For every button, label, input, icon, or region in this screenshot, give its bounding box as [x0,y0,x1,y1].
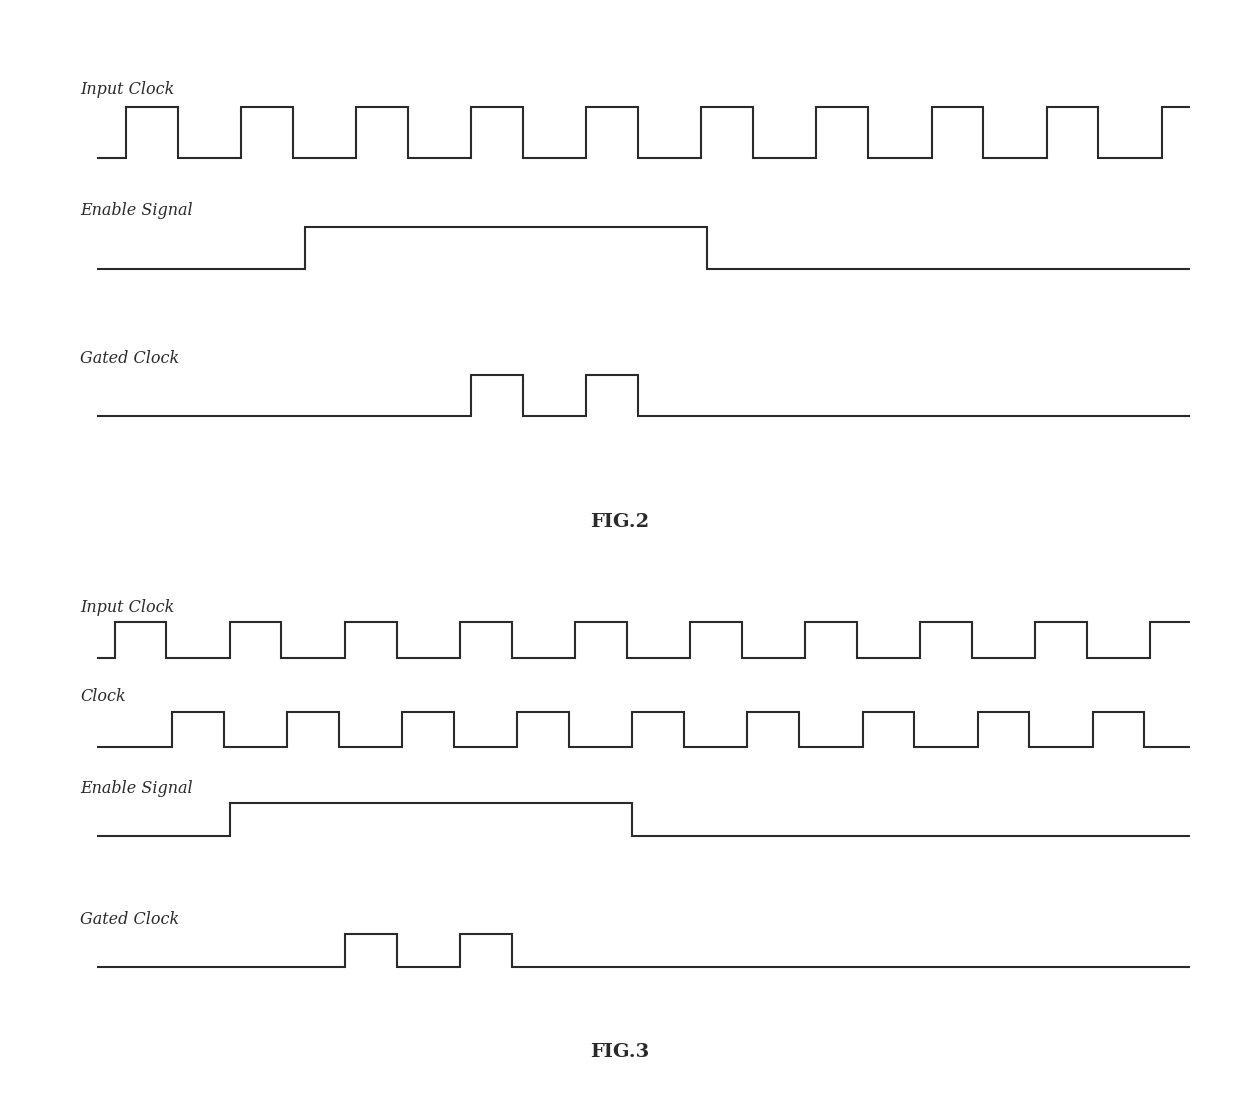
Text: Input Clock: Input Clock [81,82,175,98]
Text: FIG.2: FIG.2 [590,512,650,531]
Text: Enable Signal: Enable Signal [81,779,192,797]
Text: Gated Clock: Gated Clock [81,911,180,927]
Text: Gated Clock: Gated Clock [81,350,180,367]
Text: Clock: Clock [81,688,126,705]
Text: Input Clock: Input Clock [81,599,175,616]
Text: Enable Signal: Enable Signal [81,202,192,220]
Text: FIG.3: FIG.3 [590,1042,650,1061]
